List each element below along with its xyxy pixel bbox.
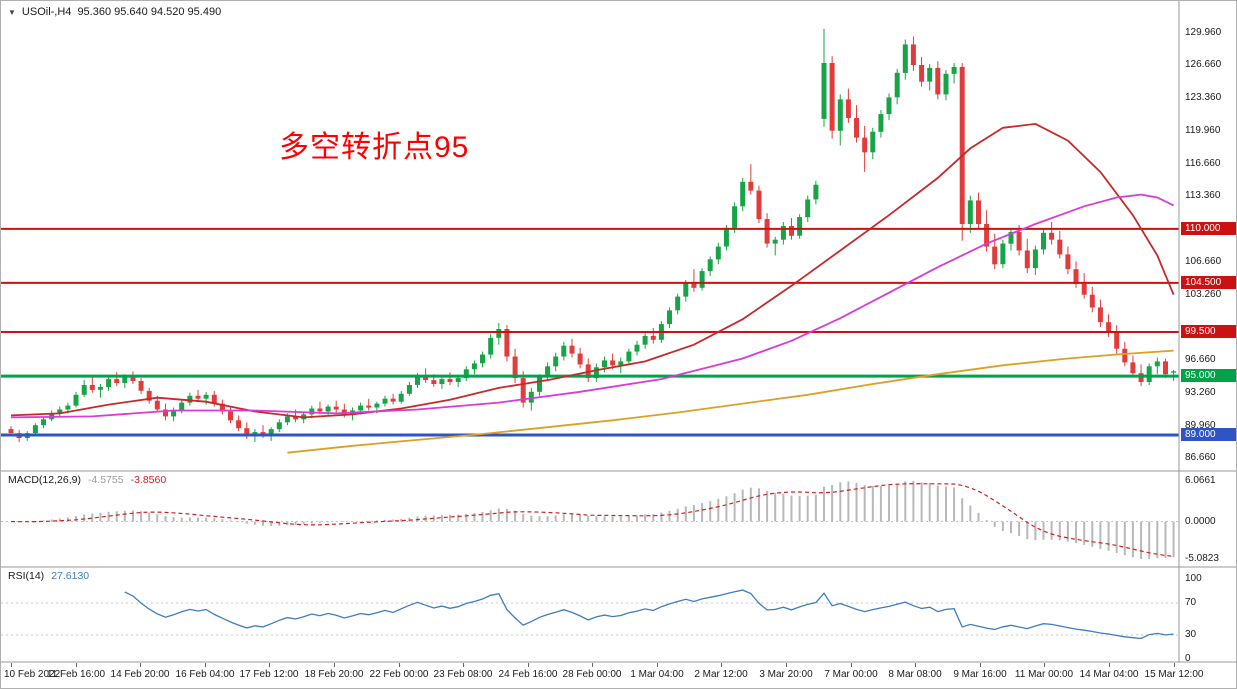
rsi-panel-layer	[1, 589, 1179, 640]
macd-main-value: -4.5755	[87, 474, 124, 486]
time-axis-label: 16 Feb 04:00	[175, 669, 235, 680]
time-axis-tick	[269, 663, 270, 667]
price-axis-label: 123.360	[1185, 92, 1222, 103]
price-axis-label: 86.660	[1185, 452, 1216, 463]
symbol-period-label: USOil-,H4	[21, 6, 72, 18]
time-axis-tick	[851, 663, 852, 667]
price-axis-label: 119.960	[1185, 125, 1221, 136]
price-axis[interactable]: 129.960 126.660 123.360 119.960 116.660 113.3…	[1180, 1, 1236, 664]
macd-axis-min: -5.0823	[1185, 553, 1219, 564]
time-axis-tick	[140, 663, 141, 667]
rsi-axis-label: 70	[1185, 597, 1197, 608]
time-axis-label: 11 Feb 16:00	[46, 669, 106, 680]
price-line-tag[interactable]: 89.000	[1181, 428, 1236, 441]
price-line-tag[interactable]: 104.500	[1181, 276, 1236, 289]
time-axis-label: 7 Mar 00:00	[824, 669, 878, 680]
time-axis-label: 15 Mar 12:00	[1144, 669, 1204, 680]
macd-axis-max: 6.0661	[1185, 475, 1216, 486]
price-axis-label: 93.260	[1185, 387, 1216, 398]
price-axis-label: 103.260	[1185, 289, 1222, 300]
rsi-axis-label: 30	[1185, 629, 1197, 640]
time-axis-label: 18 Feb 20:00	[304, 669, 364, 680]
macd-signal-line	[10, 483, 1174, 557]
macd-signal-value: -3.8560	[130, 474, 167, 486]
time-axis-label: 23 Feb 08:00	[433, 669, 493, 680]
macd-name: MACD(12,26,9)	[8, 474, 81, 486]
price-axis-label: 113.360	[1185, 190, 1221, 201]
time-axis-label: 8 Mar 08:00	[888, 669, 942, 680]
time-axis-label: 24 Feb 16:00	[498, 669, 558, 680]
price-axis-label: 116.660	[1185, 158, 1221, 169]
chart-annotation: 多空转折点95	[279, 131, 470, 164]
time-axis-tick	[721, 663, 722, 667]
time-axis-tick	[1109, 663, 1110, 667]
price-line-tag[interactable]: 99.500	[1181, 325, 1236, 338]
rsi-line	[124, 589, 1174, 640]
time-axis-tick	[463, 663, 464, 667]
time-axis-tick	[1174, 663, 1175, 667]
candles-layer	[8, 28, 1177, 442]
ma-fast-red	[10, 122, 1175, 419]
time-axis-tick	[657, 663, 658, 667]
time-axis[interactable]: 10 Feb 2022 11 Feb 16:00 14 Feb 20:00 16 Fe…	[1, 662, 1236, 688]
macd-axis-zero: 0.0000	[1185, 516, 1216, 527]
time-axis-label: 17 Feb 12:00	[239, 669, 299, 680]
moving-averages-layer	[10, 122, 1175, 454]
ma-mid-magenta	[10, 193, 1174, 419]
price-line-tag[interactable]: 110.000	[1181, 222, 1236, 235]
panel-separators[interactable]	[1, 1, 1237, 663]
rsi-value: 27.6130	[51, 570, 90, 582]
time-axis-tick	[205, 663, 206, 667]
macd-indicator-label: MACD(12,26,9) -4.5755 -3.8560	[8, 474, 166, 486]
horizontal-lines-layer[interactable]	[1, 227, 1179, 437]
time-axis-tick	[786, 663, 787, 667]
time-axis-label: 14 Mar 04:00	[1079, 669, 1139, 680]
time-axis-label: 22 Feb 00:00	[369, 669, 429, 680]
time-axis-label: 9 Mar 16:00	[953, 669, 1007, 680]
time-axis-tick	[399, 663, 400, 667]
price-axis-label: 129.960	[1185, 27, 1222, 38]
ohlc-values-label: 95.360 95.640 94.520 95.490	[77, 6, 222, 18]
time-axis-label: 14 Feb 20:00	[110, 669, 170, 680]
time-axis-label: 11 Mar 00:00	[1014, 669, 1074, 680]
price-axis-label: 126.660	[1185, 59, 1222, 70]
price-axis-label: 89.960	[1185, 420, 1216, 431]
price-axis-label: 106.660	[1185, 256, 1222, 267]
rsi-axis-label: 0	[1185, 653, 1191, 664]
time-axis-tick	[1044, 663, 1045, 667]
macd-panel-layer	[1, 481, 1179, 559]
rsi-indicator-label: RSI(14) 27.6130	[8, 570, 89, 582]
time-axis-tick	[592, 663, 593, 667]
time-axis-label: 3 Mar 20:00	[759, 669, 813, 680]
rsi-name: RSI(14)	[8, 570, 45, 582]
time-axis-tick	[76, 663, 77, 667]
time-axis-tick	[915, 663, 916, 667]
rsi-axis-label: 100	[1185, 573, 1202, 584]
time-axis-label: 1 Mar 04:00	[630, 669, 684, 680]
time-axis-tick	[11, 663, 12, 667]
time-axis-tick	[528, 663, 529, 667]
price-line-tag[interactable]: 95.000	[1181, 369, 1236, 382]
ma-slow-orange	[287, 349, 1174, 454]
price-axis-label: 96.660	[1185, 354, 1216, 365]
collapse-indicators-icon[interactable]: ▼	[8, 7, 16, 17]
time-axis-label: 28 Feb 00:00	[562, 669, 622, 680]
time-axis-tick	[334, 663, 335, 667]
time-axis-label: 10 Feb 2022	[4, 669, 61, 680]
time-axis-tick	[980, 663, 981, 667]
chart-title: ▼ USOil-,H4 95.360 95.640 94.520 95.490	[8, 6, 221, 18]
time-axis-label: 2 Mar 12:00	[694, 669, 748, 680]
